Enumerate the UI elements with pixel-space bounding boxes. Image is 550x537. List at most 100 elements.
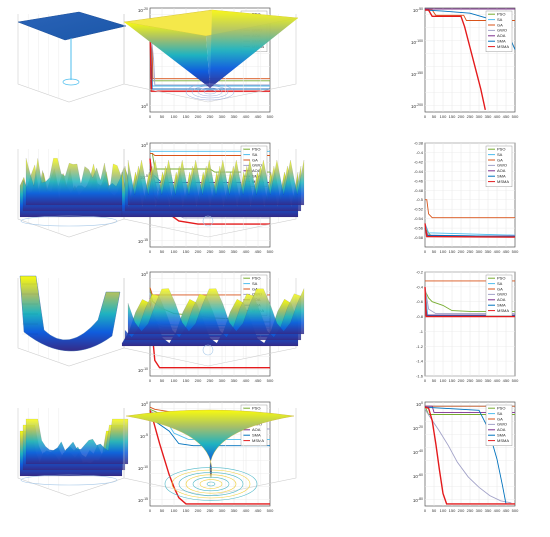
x-tick-label: 450 [255,508,262,513]
series-line-gwo [424,409,512,504]
x-tick-label: 300 [476,249,483,254]
y-tick-label: -0.42 [414,159,424,164]
legend-box [485,10,513,52]
panel-d: 0 50 100 150 200 250 300 350 400 450 50010-5010-10… [123,7,519,119]
legend-entry: PSO [497,276,505,281]
x-tick-label: 350 [231,378,238,383]
x-tick-label: 300 [219,378,226,383]
legend-entry: GA [497,157,503,162]
y-tick-label: 10-10 [138,367,148,373]
y-tick-label: 10-200 [411,103,423,109]
y-tick-exponent: 0 [421,401,423,405]
x-tick-label: 100 [440,378,447,383]
y-tick-exponent: -100 [416,39,423,43]
surface-box [123,14,297,103]
x-tick-label: 150 [449,249,456,254]
x-tick-label: 350 [485,508,492,513]
x-tick-label: 50 [160,378,165,383]
panel-f: 0 50 100 150 200 250 300 350 400 450 500-0.38-0.4-… [121,141,519,254]
x-tick-label: 350 [485,378,492,383]
y-tick-exponent: -20 [143,7,148,11]
x-tick-label: 250 [207,508,214,513]
y-tick-label: -0.6 [416,299,424,304]
legend-entry: SA [497,281,503,286]
convergence-chart: 0 50 100 150 200 250 300 350 400 450 500 -1.6 -1.4 -1… [416,270,519,384]
surface-mesh [25,158,129,206]
y-tick-label: 10-80 [413,497,423,503]
x-tick-label: 500 [267,378,274,383]
legend-entry: SA [252,281,258,286]
legend-entry: AOA [497,297,506,302]
x-tick-label: 200 [458,508,465,513]
y-tick-exponent: 0 [146,103,148,107]
legend-entry: GA [497,22,503,27]
y-tick-label: 10-20 [138,7,148,13]
x-tick-label: 50 [432,378,437,383]
x-tick-label: 500 [512,249,519,254]
legend-entry: SMA [497,39,506,44]
legend-entry: GA [252,157,258,162]
surface-contour [202,215,214,227]
x-tick-label: 300 [219,114,226,119]
x-tick-label: 500 [512,508,519,513]
y-tick-label: -0.5 [416,197,424,202]
y-tick-label: -0.44 [414,169,424,174]
series-line-msma [424,406,515,505]
x-tick-label: 100 [171,114,178,119]
y-tick-label: -1 [419,329,423,334]
y-tick-exponent: -5 [145,433,148,437]
surface-box [123,408,297,497]
y-tick-label: -0.2 [416,270,424,275]
surface-plot [17,11,127,103]
surface-contour [62,78,80,86]
legend-entry: PSO [497,12,505,17]
x-tick-label: 450 [255,249,262,254]
x-tick-label: 350 [231,249,238,254]
x-tick-label: 100 [171,508,178,513]
y-tick-exponent: -5 [145,174,148,178]
y-tick-label: -1.4 [416,359,424,364]
x-tick-label: 100 [440,508,447,513]
y-tick-exponent: 0 [146,271,148,275]
surface-mesh [125,409,295,479]
legend-entry: AOA [252,427,261,432]
x-tick-label: 250 [467,114,474,119]
x-tick-label: 200 [195,378,202,383]
x-tick-label: 300 [476,378,483,383]
series-line-pso [424,290,515,312]
legend-entry: SMA [497,433,506,438]
legend-entry: GWO [497,163,507,168]
x-tick-label: 350 [485,249,492,254]
surface-contour [192,476,230,492]
x-tick-label: 450 [503,508,510,513]
surface-plot [17,275,125,367]
panel-j: 0 50 100 150 200 250 300 350 400 450 50010010-2010… [123,401,519,513]
surface-contour [202,344,214,356]
x-tick-label: 300 [476,508,483,513]
y-tick-label: -0.38 [414,141,424,146]
x-tick-label: 200 [195,249,202,254]
y-tick-label: -0.4 [416,150,424,155]
x-tick-label: 300 [476,114,483,119]
surface-plot [121,149,305,238]
y-tick-exponent: -10 [143,367,148,371]
legend-entry: SMA [497,303,506,308]
series-line-msma [424,223,516,238]
x-tick-label: 150 [449,378,456,383]
y-tick-exponent: -15 [143,497,148,501]
x-tick-label: 400 [243,508,250,513]
x-tick-label: 450 [503,378,510,383]
convergence-chart: 0 50 100 150 200 250 300 350 400 450 50010010-2010… [413,401,519,513]
series-line-aoa [425,405,515,413]
legend-entry: PSO [252,406,260,411]
x-tick-label: 500 [267,508,274,513]
y-tick-label: -0.58 [414,235,424,240]
y-tick-label: 10-15 [138,497,148,503]
x-tick-label: 450 [255,378,262,383]
x-tick-label: 500 [512,378,519,383]
x-tick-label: 400 [243,378,250,383]
surface-mesh [17,11,127,41]
y-tick-exponent: -150 [416,71,423,75]
